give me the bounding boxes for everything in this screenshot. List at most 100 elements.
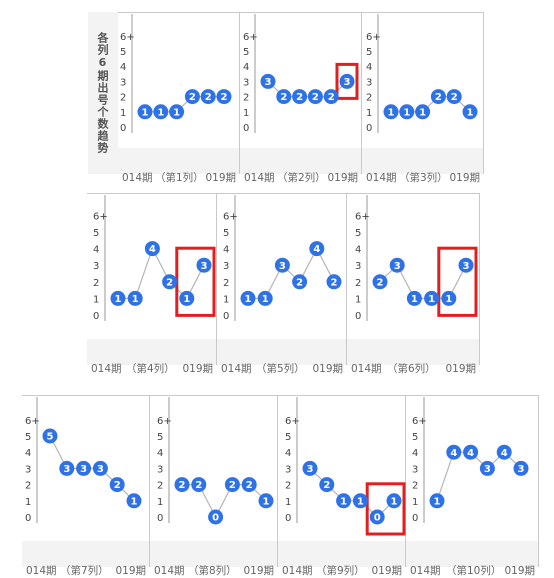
data-label: 2: [221, 92, 228, 103]
data-point: [463, 444, 479, 460]
panel-footer-bg: [278, 541, 406, 567]
panel-footer-bg: [87, 339, 217, 365]
data-point: [258, 493, 274, 509]
y-tick-label: 2: [93, 278, 99, 289]
data-label: 3: [201, 261, 208, 272]
chart-panel: 014期 （第7列） 019期 0 1 2 3 4 5 6+ 5 3 3 3 2 1: [22, 395, 150, 577]
data-label: 2: [435, 92, 442, 103]
data-label: 3: [97, 464, 104, 475]
data-point: [196, 257, 212, 273]
data-label: 1: [357, 496, 364, 507]
data-point: [137, 104, 153, 120]
data-label: 1: [115, 294, 122, 305]
y-tick-label: 2: [223, 278, 229, 289]
panel-footer-bg: [406, 541, 539, 567]
data-point: [110, 290, 126, 306]
data-label: 1: [411, 294, 418, 305]
footer-end-label: 019期: [445, 363, 476, 375]
data-point: [446, 444, 462, 460]
data-label: 2: [246, 480, 253, 491]
data-label: 3: [518, 464, 525, 475]
data-point: [292, 274, 308, 290]
data-label: 3: [265, 77, 272, 88]
chart-panel: 014期 （第4列） 019期 0 1 2 3 4 5 6+ 1 1 4 2 1 3: [87, 193, 217, 375]
y-tick-label: 1: [285, 497, 291, 508]
data-point: [109, 477, 125, 493]
data-point: [372, 274, 388, 290]
y-tick-label: 5: [285, 432, 291, 443]
y-tick-label: 5: [243, 47, 249, 58]
panel-top-border: [22, 395, 150, 396]
data-point: [179, 290, 195, 306]
data-point: [126, 493, 142, 509]
chart-panel: 014期 （第9列） 019期 0 1 2 3 4 5 6+ 3 2 1 1 0 1: [278, 395, 406, 577]
chart-panel: 014期 （第5列） 019期 0 1 2 3 4 5 6+ 1 1 3 2 4 2: [217, 193, 347, 375]
panel-top-border: [347, 193, 480, 194]
footer-start-label: 014期: [244, 172, 275, 184]
data-point: [174, 477, 190, 493]
y-tick-label: 6+: [366, 32, 381, 43]
footer-column-label: （第4列）: [126, 363, 175, 375]
series-line: [309, 467, 395, 518]
chart-panel: 014期 （第6列） 019期 0 1 2 3 4 5 6+ 2 3 1 1 1 3: [347, 193, 480, 375]
data-label: 0: [212, 513, 219, 524]
data-label: 1: [467, 107, 474, 118]
panel-divider: [277, 395, 278, 567]
data-label: 1: [142, 107, 149, 118]
y-tick-label: 1: [223, 294, 229, 305]
chart-panel: 014期 （第3列） 019期 0 1 2 3 4 5 6+ 1 1 1 2 2 1: [362, 12, 484, 184]
y-tick-label: 3: [412, 464, 418, 475]
data-point: [386, 493, 402, 509]
data-point: [162, 274, 178, 290]
y-tick-label: 4: [412, 448, 418, 459]
panel-top-border: [217, 193, 347, 194]
y-tick-label: 2: [285, 481, 291, 492]
data-point: [127, 290, 143, 306]
data-label: 2: [328, 92, 335, 103]
y-tick-label: 2: [243, 93, 249, 104]
data-point: [323, 89, 339, 105]
data-point: [59, 460, 75, 476]
data-label: 2: [205, 92, 212, 103]
footer-start-label: 014期: [122, 172, 153, 184]
y-tick-label: 6+: [25, 416, 40, 427]
data-point: [191, 477, 207, 493]
panel-footer-bg: [347, 339, 480, 365]
y-tick-label: 0: [366, 123, 372, 134]
data-label: 1: [263, 496, 270, 507]
y-tick-label: 3: [285, 464, 291, 475]
footer-start-label: 014期: [366, 172, 397, 184]
data-point: [292, 89, 308, 105]
y-tick-label: 0: [93, 311, 99, 322]
y-tick-label: 1: [157, 497, 163, 508]
data-point: [307, 89, 323, 105]
data-label: 1: [428, 294, 435, 305]
y-tick-label: 0: [412, 513, 418, 524]
data-point: [424, 290, 440, 306]
highlight-box: [335, 62, 359, 100]
footer-start-label: 014期: [221, 363, 252, 375]
data-point: [260, 73, 276, 89]
data-point: [319, 477, 335, 493]
y-tick-label: 3: [157, 464, 163, 475]
y-tick-label: 5: [366, 47, 372, 58]
data-label: 1: [403, 107, 410, 118]
panel-top-border: [406, 395, 539, 396]
y-tick-label: 0: [157, 513, 163, 524]
y-tick-label: 0: [355, 311, 361, 322]
y-tick-label: 4: [157, 448, 163, 459]
y-tick-label: 1: [366, 108, 372, 119]
footer-end-label: 019期: [327, 172, 358, 184]
chart-panel: 014期 （第2列） 019期 0 1 2 3 4 5 6+ 3 2 2 2 2 3: [240, 12, 362, 184]
footer-end-label: 019期: [449, 172, 480, 184]
data-point: [92, 460, 108, 476]
data-label: 4: [450, 448, 457, 459]
y-tick-label: 5: [412, 432, 418, 443]
data-point: [309, 241, 325, 257]
data-label: 1: [445, 294, 452, 305]
data-label: 1: [132, 294, 139, 305]
